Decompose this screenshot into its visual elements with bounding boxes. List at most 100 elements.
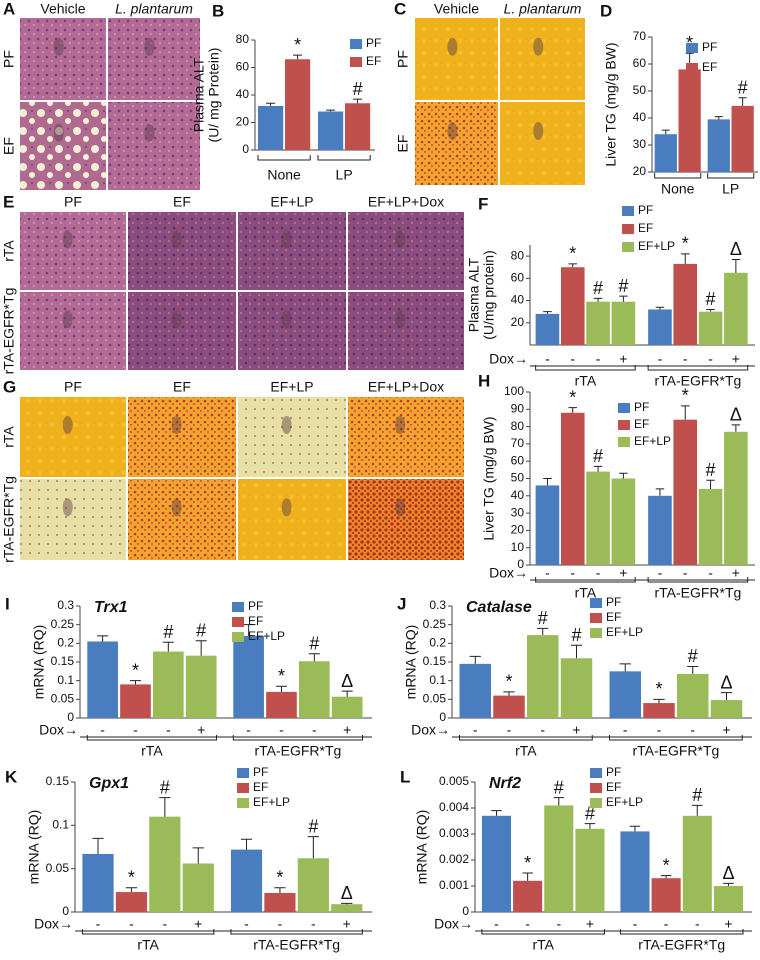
legend-label: PF (253, 765, 268, 779)
group-bracket (317, 155, 371, 161)
dox-row-label: Dox→ (489, 565, 528, 581)
vessel (53, 123, 64, 142)
legend-label: EF (702, 60, 717, 74)
chart-title: Catalase (466, 599, 532, 616)
dox-label: - (278, 916, 283, 932)
y-tick-label: 20 (236, 115, 250, 129)
bar (620, 831, 650, 912)
dox-label: - (664, 916, 669, 932)
vessel (144, 123, 155, 142)
dox-label: + (732, 565, 740, 581)
error-bar (326, 109, 336, 112)
bar (297, 858, 329, 912)
bar (233, 635, 264, 718)
y-axis-label: mRNA (RQ) (403, 625, 419, 700)
vessel (281, 230, 292, 249)
y-tick-label: 0.3 (429, 598, 446, 612)
significance-mark: # (738, 78, 748, 98)
dox-label: - (494, 916, 499, 932)
vessel (171, 498, 182, 517)
dox-label: + (724, 916, 732, 932)
x-tick-label: rTA-EGFR*Tg (254, 743, 341, 759)
y-axis-label: mRNA (RQ) (414, 810, 430, 885)
legend-swatch (618, 403, 630, 413)
error-bar (353, 98, 363, 104)
error-bar (307, 836, 319, 859)
panel-letter: K (5, 767, 18, 786)
error-bar (341, 690, 353, 697)
dox-label: - (596, 565, 601, 581)
significance-mark: * (655, 679, 662, 699)
y-tick-label: 0.15 (46, 774, 70, 788)
y-tick-label: 20 (511, 523, 525, 537)
significance-mark: # (593, 446, 603, 466)
error-bar (240, 838, 253, 850)
panel-letter: A (3, 0, 15, 18)
x-tick-label: rTA-EGFR*Tg (632, 743, 719, 759)
row-label: rTA-EGFR*Tg (1, 476, 17, 563)
legend-label: PF (606, 765, 621, 779)
legend-swatch (590, 798, 602, 808)
error-bar (125, 887, 138, 893)
dox-label: + (572, 722, 580, 738)
bar (560, 412, 585, 565)
significance-mark: # (692, 785, 702, 805)
legend-swatch (232, 617, 244, 627)
y-tick-label: 100 (504, 384, 524, 398)
legend-swatch (232, 602, 244, 612)
legend-label: EF (253, 780, 268, 794)
error-bar (274, 887, 286, 893)
micrograph (348, 479, 464, 560)
micrograph (238, 397, 346, 477)
dox-label: - (133, 722, 138, 738)
vessel (395, 416, 406, 434)
significance-mark: # (554, 777, 564, 797)
y-tick-label: 0.2 (57, 636, 74, 650)
bar (258, 106, 284, 150)
y-tick-label: 40 (236, 87, 250, 101)
significance-mark: # (706, 289, 716, 309)
x-tick-label: None (661, 181, 695, 197)
micrograph (238, 292, 346, 370)
error-bar (706, 479, 715, 489)
legend-label: EF (606, 610, 621, 624)
panel-letter: C (394, 0, 406, 18)
bar (264, 892, 296, 912)
significance-mark: # (585, 803, 595, 823)
bar (331, 696, 363, 718)
significance-mark: Δ (341, 883, 353, 903)
y-tick-label: 0.15 (423, 654, 447, 668)
y-tick-label: 40 (511, 488, 525, 502)
error-bar (593, 297, 603, 302)
x-tick-label: rTA (532, 937, 554, 953)
bar (493, 695, 525, 718)
legend-label: EF (638, 221, 653, 235)
legend-swatch (590, 628, 602, 638)
bar (513, 880, 543, 912)
legend-swatch (590, 598, 602, 608)
vessel (281, 310, 292, 329)
bar (731, 105, 754, 172)
dox-label: + (343, 916, 351, 932)
y-tick-label: 0.25 (51, 617, 75, 631)
bar (82, 853, 114, 912)
x-tick-label: rTA-EGFR*Tg (638, 937, 725, 953)
y-tick-label: 0.1 (52, 818, 69, 832)
y-tick-label: 70 (633, 29, 647, 43)
dox-label: - (96, 916, 101, 932)
micrograph (20, 397, 126, 477)
y-tick-label: 0.002 (439, 852, 469, 866)
y-tick-label: 0 (439, 710, 446, 724)
panel-letter: L (400, 767, 410, 786)
significance-mark: # (618, 276, 628, 296)
legend-label: EF+LP (606, 795, 643, 809)
dox-label: - (657, 722, 662, 738)
significance-mark: # (196, 620, 206, 640)
y-tick-label: 40 (633, 110, 647, 124)
vessel (62, 498, 73, 517)
error-bar (680, 253, 690, 264)
significance-mark: # (688, 646, 698, 666)
column-label: EF+LP+Dox (368, 194, 444, 210)
significance-mark: * (663, 855, 670, 875)
y-axis-label: (U/ mg Protein) (206, 48, 222, 143)
